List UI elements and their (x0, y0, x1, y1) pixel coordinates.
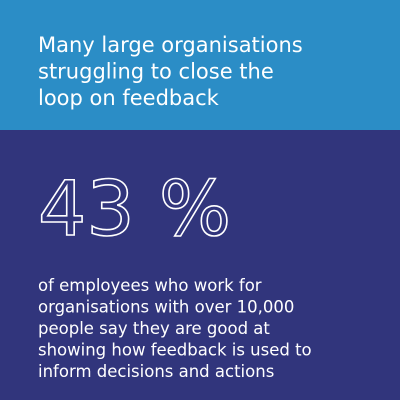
header-band (0, 0, 400, 130)
body-panel (0, 130, 400, 400)
body-text-line: showing how feedback is used to (38, 341, 312, 360)
header-title-line: Many large organisations (38, 33, 303, 57)
body-text-line: organisations with over 10,000 (38, 298, 294, 317)
body-text-line: people say they are good at (38, 319, 270, 338)
body-text-line: inform decisions and actions (38, 362, 274, 381)
header-title-line: struggling to close the (38, 60, 274, 84)
body-text-line: of employees who work for (38, 276, 262, 295)
header-title-line: loop on feedback (38, 86, 220, 110)
stat-value: 43 % (38, 164, 231, 253)
